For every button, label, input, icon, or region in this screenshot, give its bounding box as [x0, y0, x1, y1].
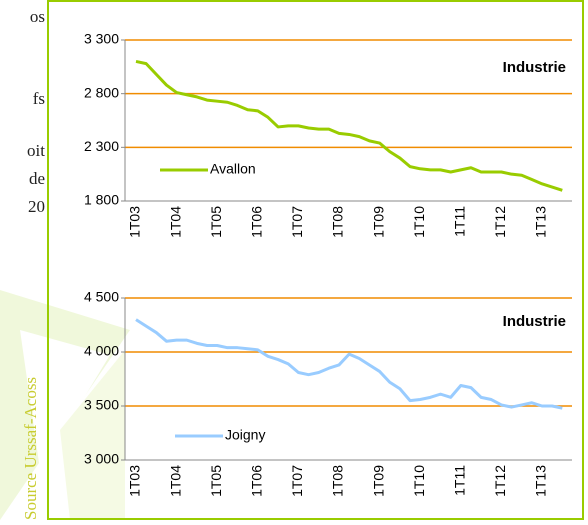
- x-tick-label: 1T05: [208, 465, 224, 497]
- x-tick-label: 1T04: [167, 465, 183, 497]
- watermark-shape: [60, 350, 125, 520]
- annotation: Industrie: [503, 313, 566, 330]
- x-tick-label: 1T13: [533, 206, 549, 238]
- x-tick-label: 1T04: [167, 206, 183, 238]
- x-tick-label: 1T13: [533, 465, 549, 497]
- x-tick-label: 1T12: [492, 465, 508, 497]
- watermark: [0, 290, 130, 520]
- source: Source Urssaf-Acoss: [21, 377, 40, 520]
- y-tick-label: 3 300: [84, 31, 119, 47]
- side-text: fs: [33, 89, 45, 108]
- x-tick-label: 1T06: [249, 206, 265, 238]
- side-text: 20: [28, 197, 45, 216]
- x-tick-label: 1T10: [411, 465, 427, 497]
- y-tick-label: 2 300: [84, 138, 119, 154]
- watermark-shape: [20, 330, 110, 470]
- x-tick-label: 1T10: [411, 206, 427, 238]
- side-text: de: [29, 169, 45, 188]
- side-text: oit: [27, 141, 45, 160]
- y-tick-label: 3 000: [84, 451, 119, 467]
- x-tick-label: 1T05: [208, 206, 224, 238]
- x-tick-label: 1T09: [370, 465, 386, 497]
- y-tick-label: 4 500: [84, 289, 119, 305]
- annotation: Industrie: [503, 59, 566, 76]
- x-tick-label: 1T03: [127, 465, 143, 497]
- line-series: [135, 59, 563, 192]
- y-tick-label: 2 800: [84, 84, 119, 100]
- frame: [47, 0, 584, 520]
- y-tick-label: 1 800: [84, 192, 119, 208]
- x-tick-label: 1T07: [289, 206, 305, 238]
- x-tick-label: 1T07: [289, 465, 305, 497]
- x-tick-label: 1T03: [127, 206, 143, 238]
- side-text: os: [30, 7, 45, 26]
- watermark-shape: [0, 290, 130, 520]
- x-tick-label: 1T08: [330, 465, 346, 497]
- x-tick-label: 1T12: [492, 206, 508, 238]
- legend-label: Joigny: [225, 427, 265, 443]
- x-tick-label: 1T09: [370, 206, 386, 238]
- x-tick-label: 1T08: [330, 206, 346, 238]
- x-tick-label: 1T11: [452, 206, 468, 237]
- y-tick-label: 4 000: [84, 343, 119, 359]
- x-tick-label: 1T11: [452, 465, 468, 496]
- y-tick-label: 3 500: [84, 397, 119, 413]
- line-series: [135, 318, 563, 410]
- x-tick-label: 1T06: [249, 465, 265, 497]
- legend-label: Avallon: [210, 161, 256, 177]
